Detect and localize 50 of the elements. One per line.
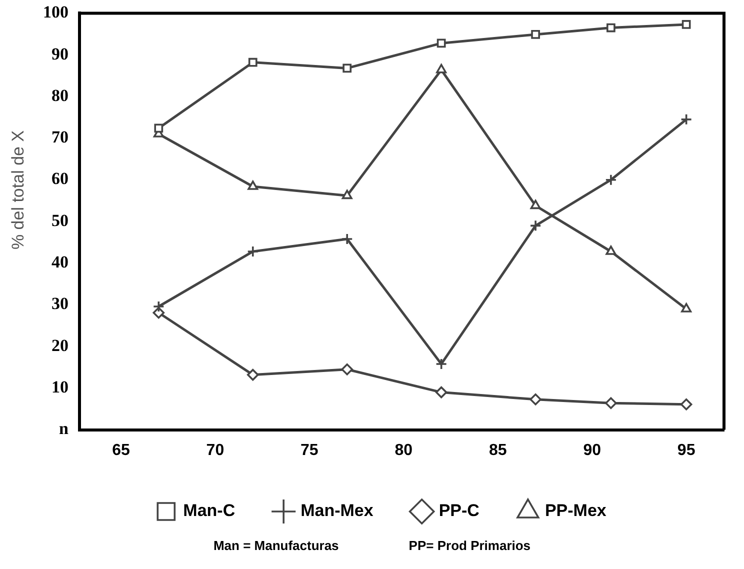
legend-label: Man-Mex (300, 501, 374, 520)
point (154, 124, 164, 133)
point (342, 190, 352, 200)
y-tick-label: 30 (52, 294, 68, 314)
y-tick-label: 20 (52, 336, 68, 355)
point (530, 393, 542, 406)
point (342, 64, 352, 73)
point (435, 386, 448, 398)
point (606, 23, 616, 32)
y-tick-label: 70 (52, 128, 68, 147)
y-tick-label: 50 (52, 210, 68, 230)
legend-label: Man-C (183, 501, 236, 520)
text: PP= Prod Primarios (408, 538, 531, 553)
point (606, 246, 616, 255)
y-tick-label: 40 (52, 252, 68, 272)
point (436, 38, 446, 48)
legend-label: PP-Mex (544, 501, 607, 520)
y-axis-title: % del total de X (9, 130, 29, 250)
point (530, 200, 541, 210)
point (682, 20, 691, 29)
x-tick-label: 65 (112, 442, 130, 459)
x-tick-label: 70 (206, 442, 224, 459)
x-tick-label: 85 (488, 442, 507, 459)
y-tick-label: 80 (52, 86, 68, 105)
legend-label: PP-C (438, 501, 480, 520)
text: Man = Manufacturas (213, 538, 339, 553)
point (531, 30, 540, 39)
y-tick-label: 90 (52, 44, 68, 64)
x-tick-label: 90 (583, 442, 602, 459)
point (530, 220, 542, 232)
x-tick-label: 75 (300, 442, 318, 459)
point (246, 246, 259, 258)
point (436, 64, 447, 74)
y-tick-label: 60 (52, 169, 68, 188)
y-tick-label: 100 (43, 2, 68, 22)
point (605, 174, 617, 186)
x-tick-label: 95 (677, 442, 696, 459)
point (248, 180, 258, 190)
point (680, 398, 692, 410)
y-tick-label: n (59, 419, 70, 438)
y-tick-label: 10 (52, 378, 68, 397)
point (435, 358, 448, 370)
point (681, 303, 692, 312)
point (341, 233, 353, 245)
point (605, 397, 617, 410)
point (680, 114, 692, 126)
x-tick-label: 80 (394, 442, 413, 459)
point (341, 363, 353, 376)
point (246, 368, 259, 381)
point (248, 58, 258, 67)
